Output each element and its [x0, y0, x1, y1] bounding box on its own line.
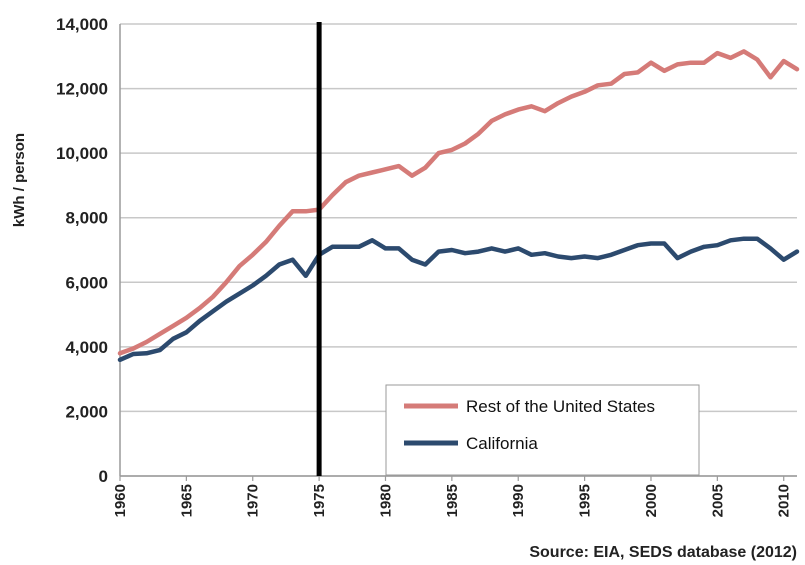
y-tick-label: 12,000	[56, 80, 108, 99]
y-tick-label: 10,000	[56, 144, 108, 163]
y-tick-label: 2,000	[65, 402, 108, 421]
y-tick-label: 6,000	[65, 273, 108, 292]
x-tick-label: 2000	[643, 484, 660, 517]
series-lines	[117, 49, 800, 363]
y-axis-label: kWh / person	[11, 133, 28, 227]
x-tick-label: 1975	[311, 484, 328, 517]
y-axis-ticks: 0 2,000 4,000 6,000 8,000 10,000 12,000 14,000	[56, 15, 108, 486]
x-tick-label: 1985	[444, 484, 461, 517]
x-tick-label: 1980	[377, 484, 394, 517]
x-tick-label: 2005	[709, 484, 726, 517]
legend-label-california: California	[466, 434, 538, 453]
x-tick-label: 1995	[577, 484, 594, 517]
series-line-rest-of-us	[117, 49, 800, 356]
x-tick-label: 1990	[510, 484, 527, 517]
x-tick-label: 2010	[776, 484, 793, 517]
x-tick-label: 1970	[245, 484, 262, 517]
x-tick-label: 1965	[178, 484, 195, 517]
series-line-california	[117, 236, 800, 363]
grid-lines	[119, 23, 797, 477]
legend: Rest of the United States California	[385, 384, 700, 476]
source-note: Source: EIA, SEDS database (2012)	[529, 544, 797, 561]
y-tick-label: 4,000	[65, 338, 108, 357]
y-tick-label: 8,000	[65, 209, 108, 228]
legend-label-rest-of-us: Rest of the United States	[466, 397, 655, 416]
y-tick-label: 14,000	[56, 15, 108, 34]
x-tick-label: 1960	[112, 484, 129, 517]
legend-box	[385, 384, 700, 476]
x-axis-ticks: 1960 1965 1970 1975 1980 1985 1990 1995 2000 2005…	[112, 476, 793, 517]
y-tick-label: 0	[99, 467, 108, 486]
